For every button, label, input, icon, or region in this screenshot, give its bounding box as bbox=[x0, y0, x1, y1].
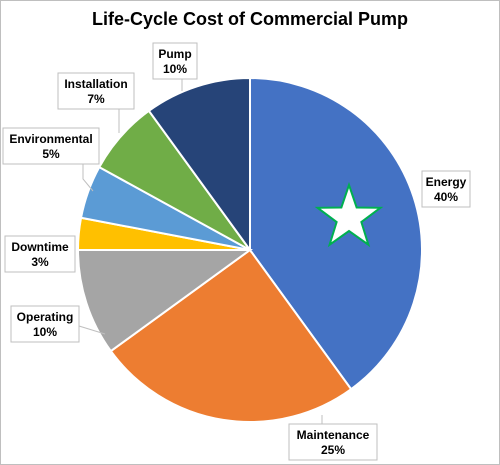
slice-name-pump: Pump bbox=[158, 47, 191, 61]
callout-box-energy bbox=[421, 170, 471, 208]
slice-percent-environmental: 5% bbox=[42, 147, 60, 161]
leader-line-operating bbox=[78, 325, 106, 335]
callout-box-installation bbox=[57, 72, 135, 110]
callout-box-pump bbox=[152, 42, 198, 80]
annotation-layer bbox=[314, 181, 384, 248]
star-icon bbox=[314, 181, 384, 248]
callout-box-environmental bbox=[2, 127, 100, 165]
pie-slice-maintenance bbox=[109, 248, 353, 423]
slice-percent-maintenance: 25% bbox=[321, 443, 345, 457]
chart-title: Life-Cycle Cost of Commercial Pump bbox=[91, 9, 409, 29]
slice-name-operating: Operating bbox=[17, 310, 74, 324]
pie-slice-pump bbox=[147, 76, 251, 254]
slice-name-installation: Installation bbox=[64, 77, 127, 91]
callout-box-downtime bbox=[4, 235, 76, 273]
slice-name-downtime: Downtime bbox=[11, 240, 69, 254]
slice-name-environmental: Environmental bbox=[9, 132, 92, 146]
slice-percent-downtime: 3% bbox=[31, 255, 49, 269]
leader-line-environmental bbox=[82, 164, 94, 192]
leaders-layer bbox=[78, 79, 323, 424]
slice-percent-energy: 40% bbox=[434, 190, 458, 204]
slice-percent-installation: 7% bbox=[87, 92, 105, 106]
callout-box-operating bbox=[10, 305, 80, 343]
slice-percent-operating: 10% bbox=[33, 325, 57, 339]
labels-layer: Energy40%Maintenance25%Operating10%Downt… bbox=[2, 42, 471, 461]
slices-layer bbox=[76, 76, 423, 423]
slice-percent-pump: 10% bbox=[163, 62, 187, 76]
callout-box-maintenance bbox=[288, 423, 378, 461]
slice-name-energy: Energy bbox=[426, 175, 467, 189]
pie-slice-operating bbox=[76, 249, 254, 353]
slice-name-maintenance: Maintenance bbox=[297, 428, 370, 442]
